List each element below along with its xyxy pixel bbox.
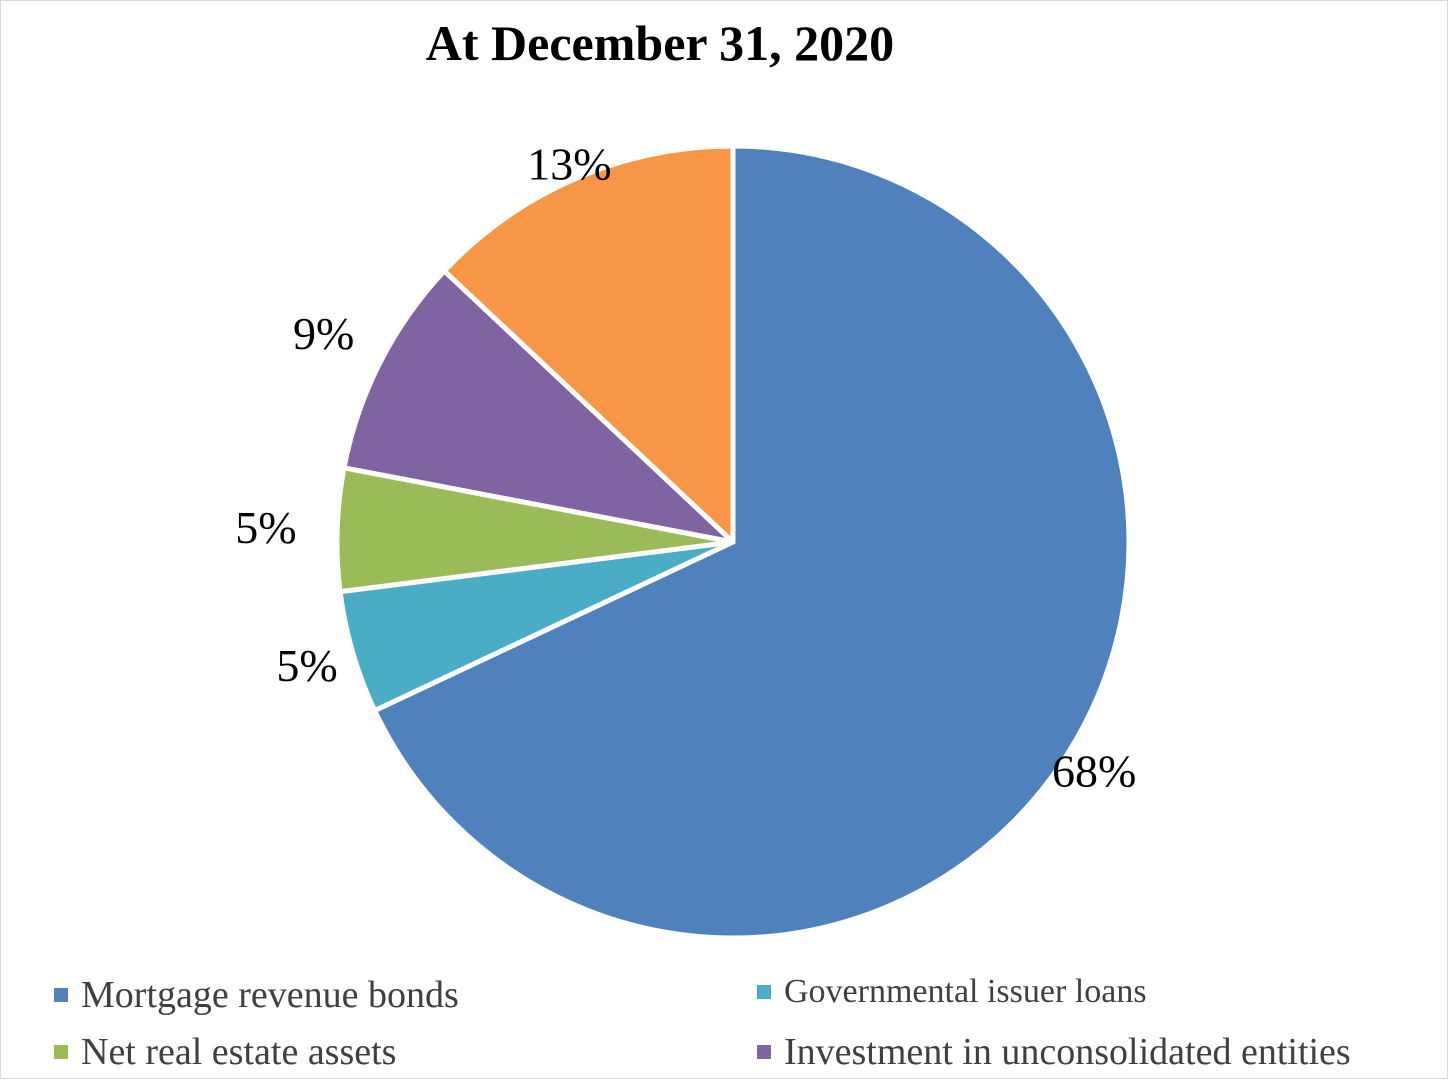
- legend-item-investment-in-unconsolidated-entities: Investment in unconsolidated entities: [757, 1030, 1351, 1074]
- data-label: 9%: [293, 308, 354, 359]
- pie-slice-mortgage-revenue-bonds: [372, 143, 1132, 941]
- legend-item-net-real-estate-assets: Net real estate assets: [54, 1030, 396, 1074]
- pie-slice-investment-in-unconsolidated-entities: [341, 268, 736, 545]
- chart-title: At December 31, 2020: [425, 15, 895, 71]
- legend-label: Governmental issuer loans: [784, 973, 1147, 1010]
- legend-label: Investment in unconsolidated entities: [784, 1031, 1351, 1073]
- chart-legend: Mortgage revenue bonds Governmental issu…: [54, 965, 1434, 1075]
- legend-swatch: [757, 1045, 771, 1059]
- legend-label: Net real estate assets: [81, 1031, 397, 1073]
- data-label: 5%: [235, 502, 296, 553]
- legend-swatch: [54, 988, 68, 1002]
- legend-item-mortgage-revenue-bonds: Mortgage revenue bonds: [54, 973, 459, 1017]
- pie-slice-unlabeled: [441, 143, 736, 545]
- data-label: 68%: [1052, 746, 1136, 797]
- data-label: 13%: [527, 139, 611, 190]
- data-label: 5%: [276, 640, 337, 691]
- legend-swatch: [757, 985, 771, 999]
- legend-swatch: [54, 1045, 68, 1059]
- legend-label: Mortgage revenue bonds: [81, 974, 459, 1016]
- legend-item-governmental-issuer-loans: Governmental issuer loans: [757, 973, 1147, 1011]
